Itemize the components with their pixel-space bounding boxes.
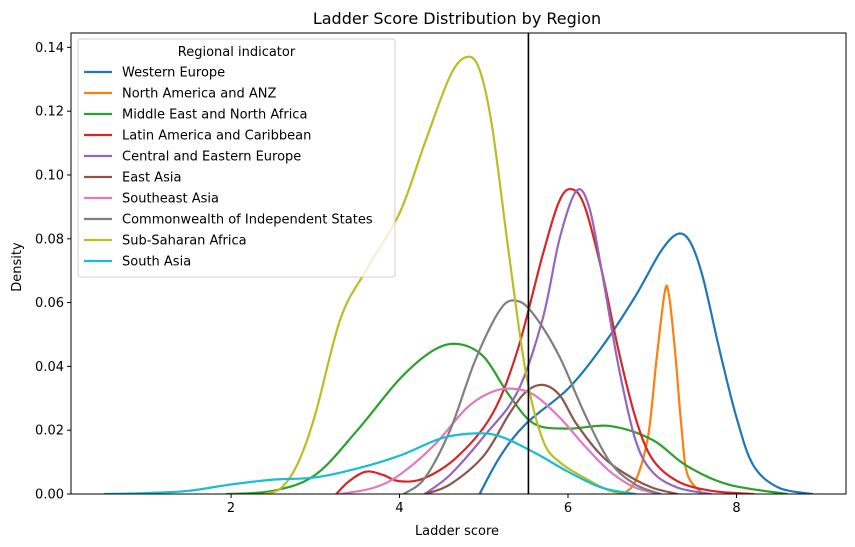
legend-item: Southeast Asia — [84, 192, 219, 207]
series-line-central-and-eastern-europe — [423, 188, 713, 494]
plot-area: 2 4 6 8 0.00 0.02 0.04 0.06 0.08 0.10 0.12 0.14 — [35, 32, 847, 516]
legend-item: Sub-Saharan Africa — [84, 234, 247, 249]
legend-item: Central and Eastern Europe — [84, 150, 301, 165]
series-line-southeast-asia — [339, 387, 662, 494]
y-tick-label: 0.12 — [35, 105, 64, 120]
y-tick-label: 0.00 — [35, 488, 64, 503]
y-tick-label: 0.14 — [35, 41, 64, 56]
series-line-latin-america-and-caribbean — [335, 187, 755, 494]
legend-label: South Asia — [122, 255, 191, 270]
legend-label: Middle East and North Africa — [122, 108, 307, 123]
legend-label: North America and ANZ — [122, 87, 276, 102]
plot-frame — [70, 32, 847, 495]
series-lines — [103, 55, 814, 494]
legend-label: Latin America and Caribbean — [122, 129, 311, 144]
legend-box — [77, 38, 396, 278]
y-tick-label: 0.06 — [35, 296, 64, 311]
x-tick-label: 6 — [564, 501, 572, 516]
legend-label: Commonwealth of Independent States — [122, 213, 373, 228]
y-tick-label: 0.04 — [35, 360, 64, 375]
legend-title: Regional indicator — [178, 45, 296, 60]
series-line-east-asia — [423, 383, 679, 494]
y-tick-label: 0.08 — [35, 232, 64, 247]
legend-item: Commonwealth of Independent States — [84, 213, 373, 228]
x-axis-title: Ladder score — [415, 524, 499, 539]
legend-item: North America and ANZ — [84, 87, 276, 102]
legend-item: Latin America and Caribbean — [84, 129, 311, 144]
x-tick-label: 8 — [732, 501, 740, 516]
x-tick-label: 2 — [227, 501, 235, 516]
legend-item: South Asia — [84, 255, 191, 270]
legend-item: Western Europe — [84, 66, 225, 81]
x-tick-label: 4 — [395, 501, 403, 516]
y-axis-title: Density — [10, 242, 25, 292]
legend-label: East Asia — [122, 171, 181, 186]
series-line-western-europe — [478, 232, 814, 494]
y-tick-label: 0.02 — [35, 424, 64, 439]
legend-label: Western Europe — [122, 66, 225, 81]
series-line-commonwealth-of-independent-states — [402, 299, 662, 494]
legend-item: Middle East and North Africa — [84, 108, 307, 123]
legend-item: East Asia — [84, 171, 181, 186]
legend-label: Sub-Saharan Africa — [122, 234, 247, 249]
legend-label: Southeast Asia — [122, 192, 219, 207]
series-line-middle-east-and-north-africa — [225, 342, 789, 494]
series-line-north-america-and-anz — [621, 284, 704, 494]
chart-title: Ladder Score Distribution by Region — [313, 9, 601, 28]
legend: Regional indicator Western Europe North Am… — [77, 38, 396, 278]
legend-label: Central and Eastern Europe — [122, 150, 301, 165]
y-tick-label: 0.10 — [35, 168, 64, 183]
series-line-south-asia — [103, 432, 637, 494]
series-line-sub-saharan-africa — [263, 55, 637, 494]
